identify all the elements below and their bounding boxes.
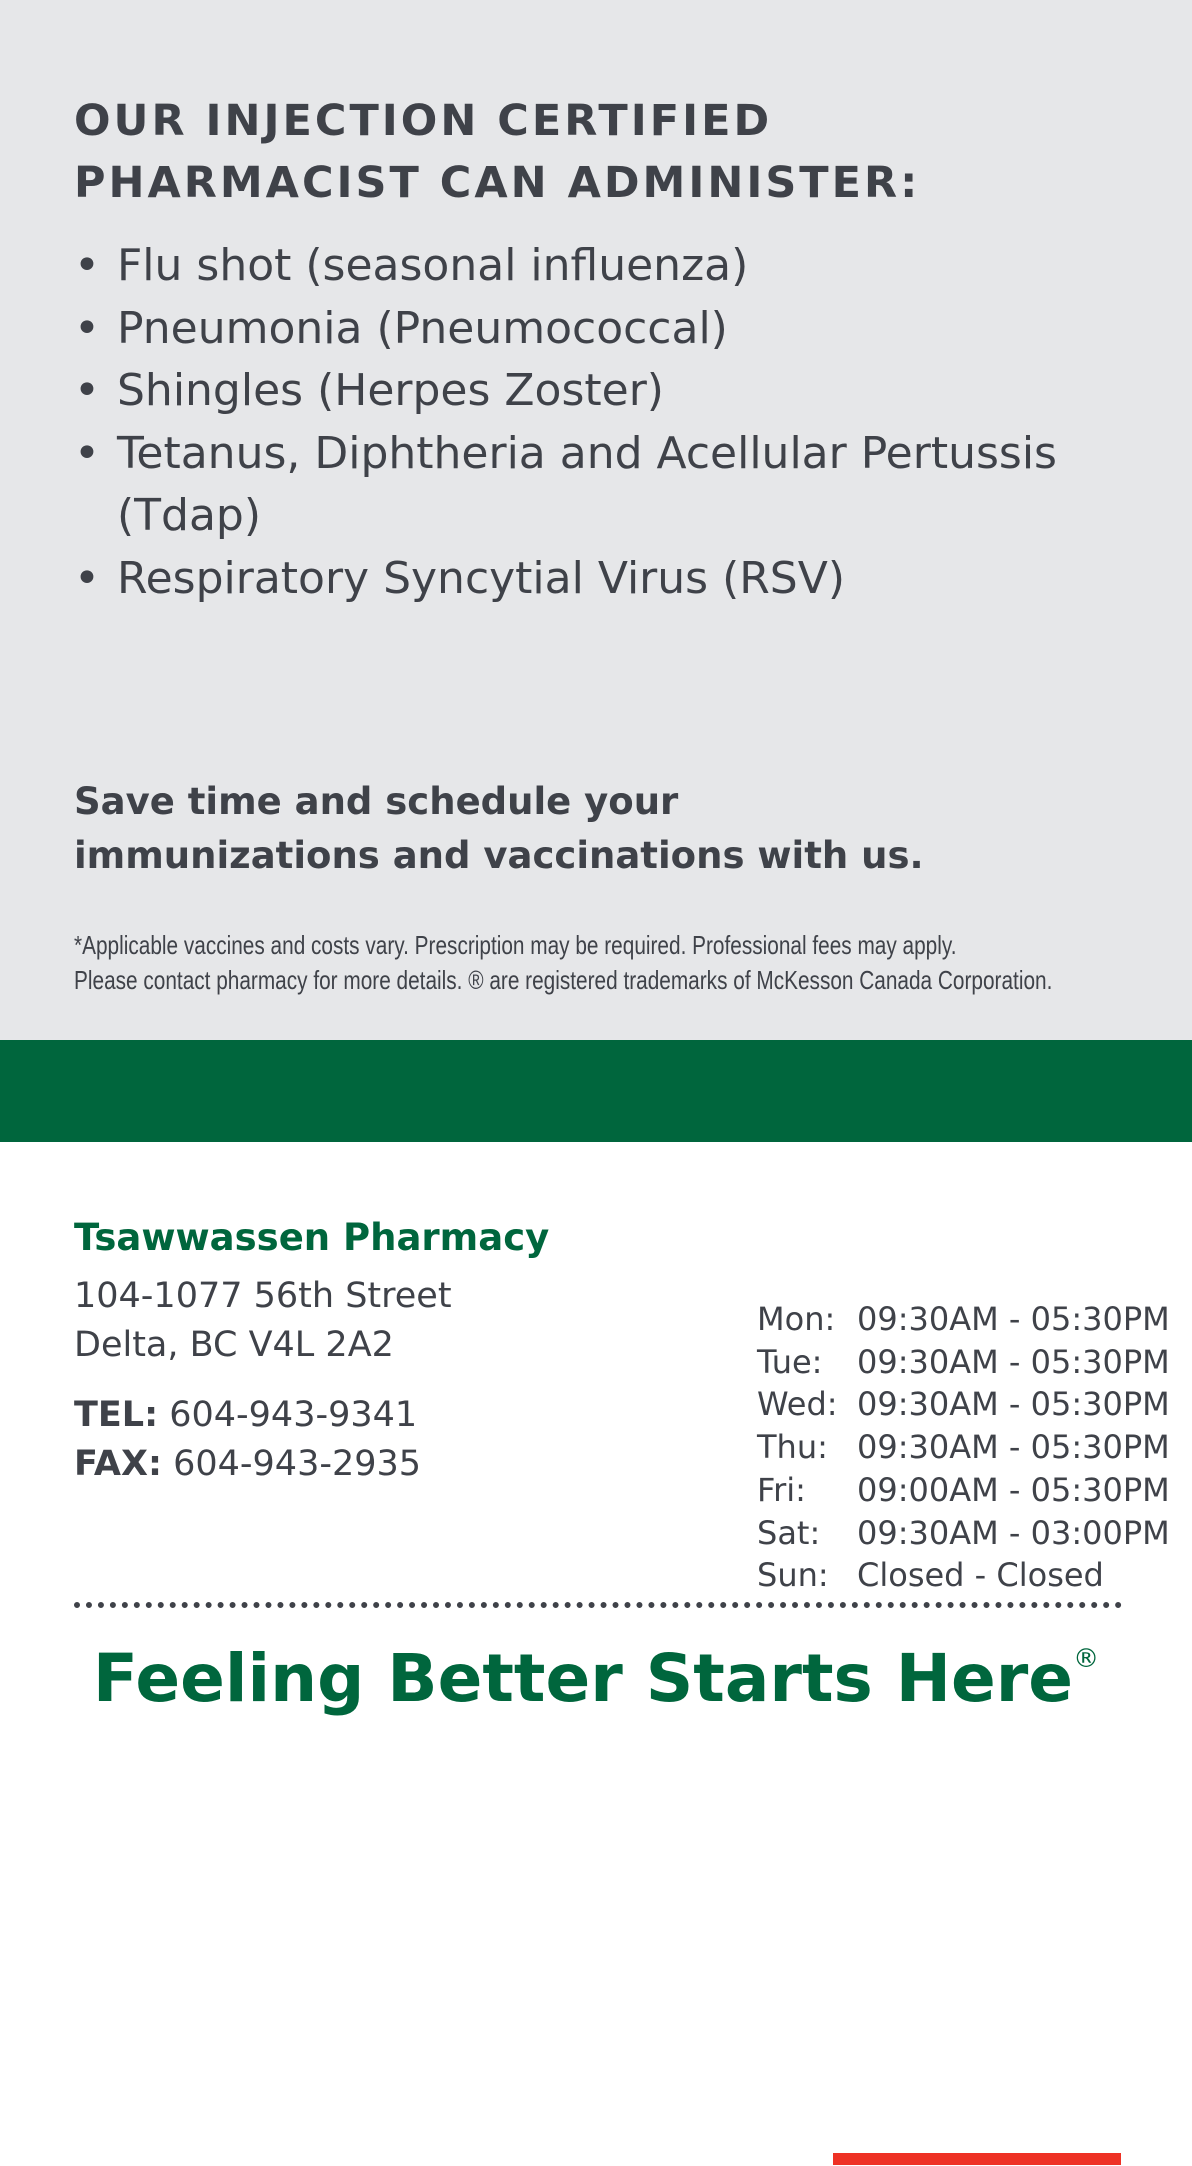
vaccine-label: Shingles (Herpes Zoster) bbox=[117, 365, 664, 416]
address-line: 104-1077 56th Street bbox=[74, 1276, 452, 1316]
tel-label: TEL: bbox=[74, 1395, 159, 1435]
phone: TEL: 604-943-9341 bbox=[74, 1391, 421, 1440]
day: Mon: bbox=[757, 1300, 836, 1338]
tagline-text: Feeling Better Starts Here bbox=[92, 1640, 1074, 1717]
tagline: Feeling Better Starts Here® bbox=[0, 1640, 1192, 1717]
disclaimer-line: Please contact pharmacy for more details… bbox=[74, 965, 1053, 995]
vaccine-list: • Flu shot (seasonal influenza) • Pneumoni… bbox=[74, 235, 1117, 610]
time: 09:00AM - 05:30PM bbox=[857, 1470, 1170, 1509]
store-name: Tsawwassen Pharmacy bbox=[74, 1216, 550, 1259]
time: Closed - Closed bbox=[857, 1556, 1104, 1595]
bullet-icon: • bbox=[74, 365, 100, 416]
fax: FAX: 604-943-2935 bbox=[74, 1440, 421, 1489]
bullet-icon: • bbox=[74, 427, 100, 479]
day: Sat: bbox=[757, 1513, 821, 1552]
schedule-message: Save time and schedule your immunization… bbox=[74, 775, 924, 883]
hours-row: Thu: 09:30AM - 05:30PM bbox=[757, 1426, 1170, 1469]
vaccine-label: Tetanus, Diphtheria and Acellular Pertus… bbox=[117, 427, 1057, 542]
heading-line: OUR INJECTION CERTIFIED bbox=[74, 96, 773, 146]
address-line: Delta, BC V4L 2A2 bbox=[74, 1325, 394, 1365]
day: Thu: bbox=[757, 1428, 828, 1467]
store-contact: TEL: 604-943-9341 FAX: 604-943-2935 bbox=[74, 1391, 421, 1489]
day: Sun: bbox=[757, 1556, 829, 1595]
vaccine-label: Flu shot (seasonal influenza) bbox=[117, 240, 749, 291]
section-heading: OUR INJECTION CERTIFIED PHARMACIST CAN A… bbox=[74, 90, 920, 214]
hours-row: Wed: 09:30AM - 05:30PM bbox=[757, 1383, 1170, 1426]
top-panel: OUR INJECTION CERTIFIED PHARMACIST CAN A… bbox=[0, 0, 1192, 1040]
brand-band: Guardian bbox=[0, 1040, 1192, 2165]
day: Fri: bbox=[757, 1470, 806, 1509]
fax-number: 604-943-2935 bbox=[173, 1444, 422, 1484]
logo-wordmark: Guardian bbox=[833, 2091, 1082, 2158]
store-address: 104-1077 56th Street Delta, BC V4L 2A2 bbox=[74, 1272, 452, 1370]
disclaimer: *Applicable vaccines and costs vary. Pre… bbox=[74, 928, 1052, 998]
list-item: • Pneumonia (Pneumococcal) bbox=[74, 298, 1117, 361]
dotted-divider bbox=[74, 1602, 1122, 1608]
disclaimer-line: *Applicable vaccines and costs vary. Pre… bbox=[74, 930, 957, 960]
heading-line: PHARMACIST CAN ADMINISTER: bbox=[74, 158, 921, 208]
schedule-line: immunizations and vaccinations with us. bbox=[74, 834, 924, 877]
logo-red-bar bbox=[833, 2153, 1121, 2165]
list-item: • Shingles (Herpes Zoster) bbox=[74, 360, 1117, 423]
bullet-icon: • bbox=[74, 302, 100, 354]
registered-mark: ® bbox=[1073, 1644, 1100, 1674]
fax-label: FAX: bbox=[74, 1444, 162, 1484]
bullet-icon: • bbox=[74, 240, 100, 291]
hours-row: Mon: 09:30AM - 05:30PM bbox=[757, 1298, 1170, 1341]
hours-row: Tue: 09:30AM - 05:30PM bbox=[757, 1341, 1170, 1384]
list-item: • Tetanus, Diphtheria and Acellular Pertu… bbox=[74, 423, 1117, 548]
guardian-logo: Guardian bbox=[833, 2091, 1123, 2166]
hours-row: Fri: 09:00AM - 05:30PM bbox=[757, 1469, 1170, 1512]
time: 09:30AM - 05:30PM bbox=[857, 1342, 1170, 1381]
hours-row: Sat: 09:30AM - 03:00PM bbox=[757, 1512, 1170, 1555]
time: 09:30AM - 03:00PM bbox=[857, 1513, 1170, 1552]
bullet-icon: • bbox=[74, 552, 100, 604]
hours-row: Sun: Closed - Closed bbox=[757, 1554, 1170, 1597]
schedule-line: Save time and schedule your bbox=[74, 780, 679, 823]
list-item: • Respiratory Syncytial Virus (RSV) bbox=[74, 548, 1117, 611]
vaccine-label: Respiratory Syncytial Virus (RSV) bbox=[117, 552, 845, 604]
tel-number[interactable]: 604-943-9341 bbox=[169, 1395, 418, 1435]
time: 09:30AM - 05:30PM bbox=[857, 1385, 1170, 1424]
time: 09:30AM - 05:30PM bbox=[857, 1300, 1170, 1338]
time: 09:30AM - 05:30PM bbox=[857, 1428, 1170, 1467]
day: Tue: bbox=[757, 1342, 823, 1381]
vaccine-label: Pneumonia (Pneumococcal) bbox=[117, 302, 728, 354]
list-item: • Flu shot (seasonal influenza) bbox=[74, 235, 1117, 298]
store-hours: Mon: 09:30AM - 05:30PM Tue: 09:30AM - 05:3… bbox=[757, 1298, 1170, 1597]
day: Wed: bbox=[757, 1385, 838, 1424]
